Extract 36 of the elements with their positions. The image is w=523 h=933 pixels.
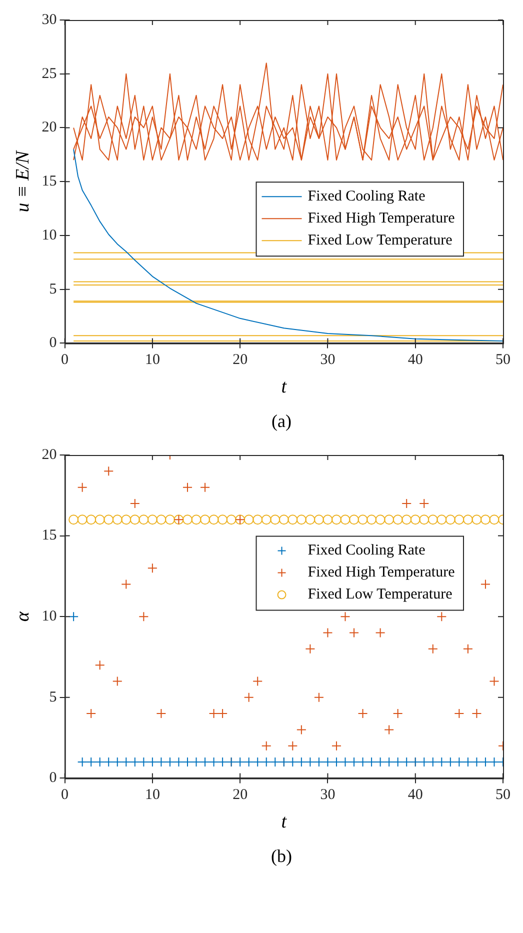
y-tick-label: 30 xyxy=(42,12,57,28)
x-tick-label: 40 xyxy=(408,352,423,368)
x-tick-label: 50 xyxy=(496,787,510,804)
y-tick-label: 0 xyxy=(49,335,57,352)
y-axis-title: α xyxy=(12,610,34,622)
x-tick-label: 50 xyxy=(496,352,510,368)
x-tick-label: 20 xyxy=(232,787,248,804)
legend-label: Fixed High Temperature xyxy=(308,564,456,581)
y-tick-label: 0 xyxy=(49,770,57,786)
y-tick-label: 10 xyxy=(42,227,57,244)
legend-label: Fixed Low Temperature xyxy=(308,232,453,249)
y-axis-title: u ≡ E/N xyxy=(12,150,34,212)
x-tick-label: 30 xyxy=(320,787,336,804)
legend-label: Fixed Cooling Rate xyxy=(308,542,426,559)
x-axis-title: t xyxy=(281,376,288,398)
x-tick-label: 40 xyxy=(408,787,423,804)
y-tick-label: 20 xyxy=(42,120,57,136)
x-tick-label: 10 xyxy=(144,787,160,804)
y-tick-label: 15 xyxy=(42,174,57,190)
y-tick-label: 5 xyxy=(49,281,57,298)
legend-label: Fixed High Temperature xyxy=(308,210,456,227)
y-tick-label: 5 xyxy=(49,689,57,706)
y-tick-label: 20 xyxy=(42,446,57,463)
x-tick-label: 20 xyxy=(232,352,248,368)
x-tick-label: 0 xyxy=(61,787,69,804)
x-axis-title: t xyxy=(281,812,288,833)
x-tick-label: 10 xyxy=(144,352,160,368)
x-tick-label: 0 xyxy=(61,352,69,368)
text: (a) xyxy=(270,410,292,433)
legend-label: Fixed Low Temperature xyxy=(308,586,453,603)
y-tick-label: 10 xyxy=(42,608,57,625)
y-tick-label: 25 xyxy=(42,66,57,82)
legend-label: Fixed Cooling Rate xyxy=(308,188,426,205)
text: (b) xyxy=(270,845,293,868)
x-tick-label: 30 xyxy=(320,352,336,368)
y-tick-label: 15 xyxy=(42,528,57,544)
